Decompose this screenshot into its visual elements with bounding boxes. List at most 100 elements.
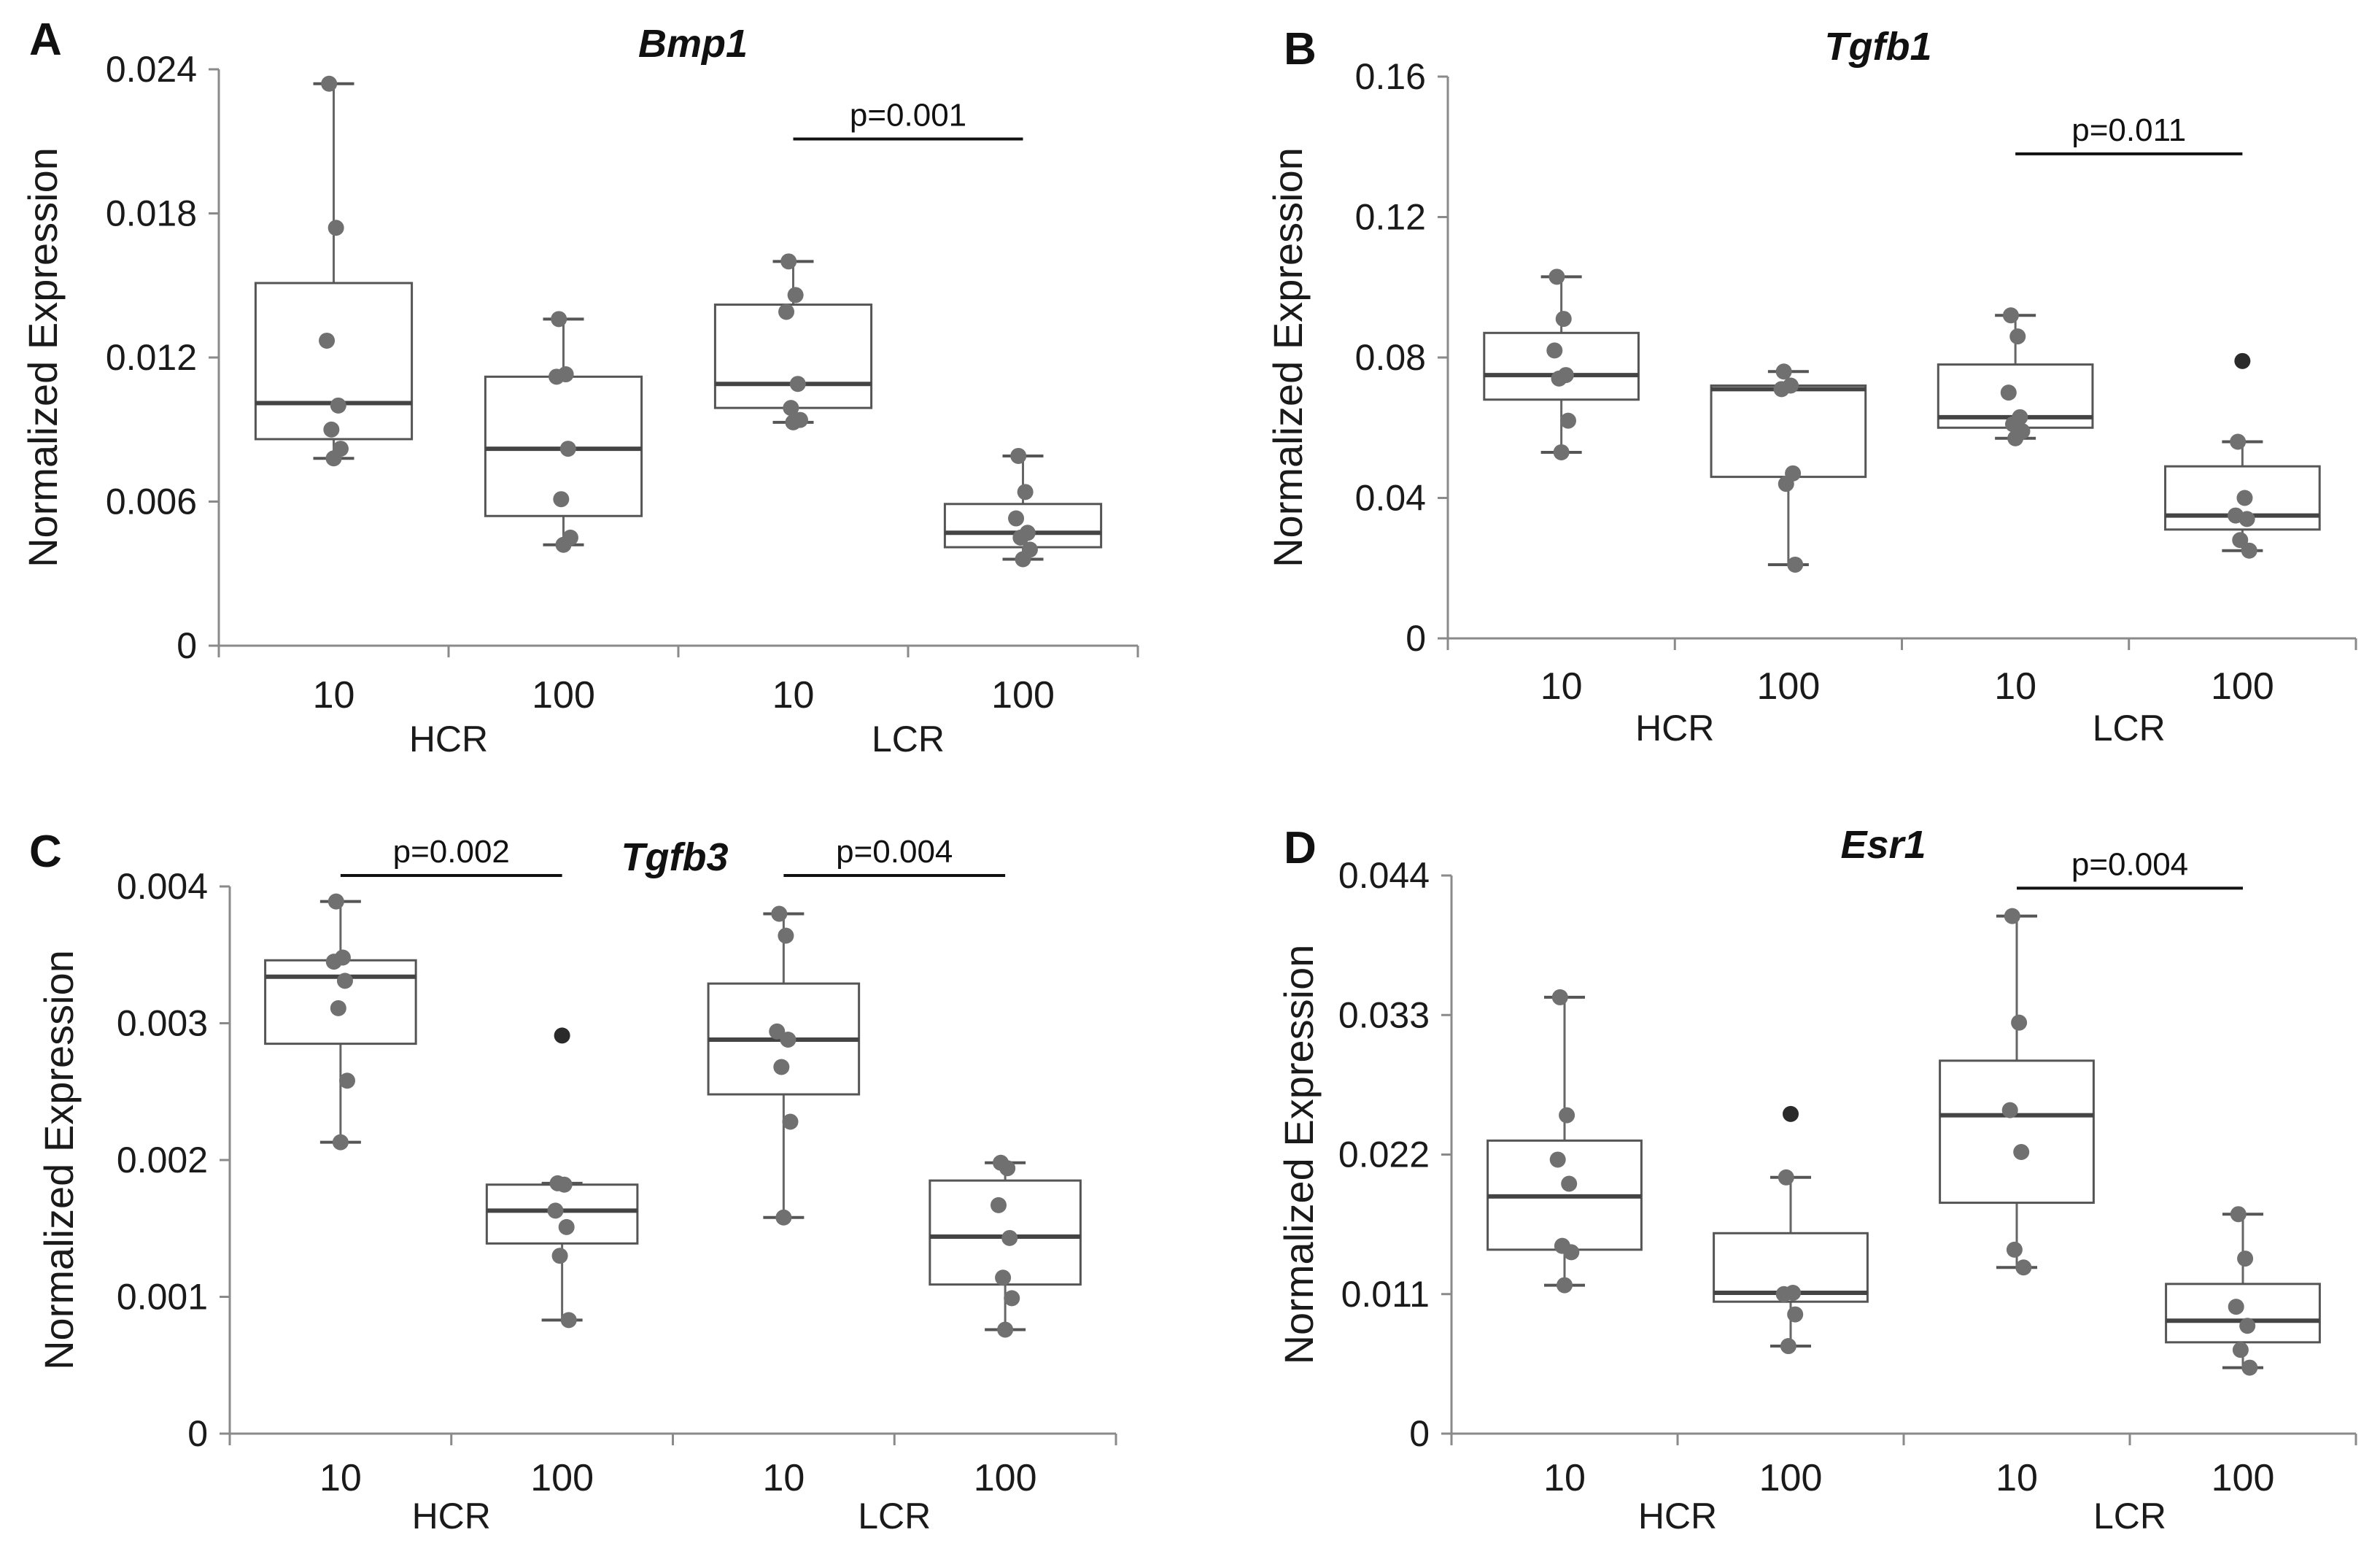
data-point [1546, 342, 1563, 359]
x-tick-label: 100 [1759, 1457, 1823, 1499]
y-tick-label: 0 [187, 1413, 208, 1454]
data-point [997, 1321, 1014, 1338]
box [1939, 1059, 2095, 1205]
data-point [1559, 1107, 1575, 1124]
x-tick-label: 10 [1996, 1457, 2038, 1499]
group-label: LCR [872, 719, 945, 759]
data-point [1787, 556, 1804, 573]
y-tick-label: 0 [1406, 618, 1426, 659]
data-point [2241, 1359, 2258, 1376]
x-tick-label: 100 [532, 674, 595, 716]
data-point [1010, 447, 1027, 464]
data-point [2232, 1342, 2249, 1358]
data-point [1787, 1306, 1804, 1323]
data-point [2009, 328, 2026, 345]
box-plot [1939, 908, 2095, 1276]
data-point [1551, 370, 1567, 387]
x-tick-label: 100 [2211, 665, 2274, 708]
data-point [338, 1072, 355, 1089]
data-point [327, 220, 344, 236]
p-value-label: p=0.004 [2071, 846, 2188, 882]
outlier-point [554, 1027, 570, 1044]
data-point [1548, 268, 1565, 285]
data-point [787, 287, 804, 304]
data-point [555, 536, 572, 553]
x-tick-label: 100 [974, 1457, 1037, 1499]
data-point [778, 927, 794, 944]
data-point [325, 954, 342, 970]
x-tick-label: 10 [313, 674, 355, 716]
y-tick-label: 0.12 [1355, 197, 1426, 238]
data-point [2006, 1241, 2023, 1258]
data-point [2230, 1206, 2247, 1223]
panel-c: C Tgfb3 Normalized Expression 0 0.001 0.002 0.… [29, 827, 1117, 1536]
chart-title: Tgfb1 [1825, 25, 1932, 69]
y-tick-label: 0.006 [106, 482, 197, 522]
x-tick-label: 10 [1540, 665, 1583, 708]
box-plot [929, 1154, 1082, 1338]
data-point [1778, 476, 1794, 492]
box-plot [1937, 307, 2094, 447]
data-point [1557, 1277, 1573, 1294]
y-tick-label: 0.004 [117, 866, 208, 907]
data-point [553, 491, 570, 508]
p-value-label: p=0.001 [850, 97, 966, 133]
data-point [2228, 1299, 2244, 1315]
y-tick-label: 0.003 [117, 1003, 208, 1044]
data-point [2236, 490, 2253, 506]
data-point [1563, 1244, 1580, 1261]
box-plot [2165, 1206, 2321, 1376]
data-point [1555, 311, 1572, 328]
data-point [785, 414, 802, 430]
data-point [558, 1218, 575, 1235]
y-axis-label: Normalized Expression [36, 950, 82, 1370]
data-point [773, 1059, 790, 1075]
data-point [780, 253, 797, 270]
chart-title: Tgfb3 [621, 835, 729, 879]
group-label: HCR [1638, 1496, 1717, 1536]
data-point [1008, 510, 1025, 527]
data-point [771, 905, 788, 922]
y-tick-label: 0.04 [1355, 478, 1426, 519]
box [1710, 384, 1867, 479]
chart-title: Bmp1 [638, 22, 748, 66]
data-point [2007, 430, 2024, 447]
panel-d: D Esr1 Normalized Expression 0 0.011 0.022 0.0… [1276, 823, 2357, 1536]
box-plot [1486, 989, 1643, 1294]
panel-b: B Tgfb1 Normalized Expression 0 0.04 0.08 0.12… [1265, 24, 2357, 749]
data-point [2004, 908, 2020, 924]
data-point [2238, 511, 2255, 527]
data-point [2000, 384, 2017, 401]
data-point [560, 1312, 577, 1329]
data-point [782, 1113, 799, 1130]
panel-letter: C [29, 827, 62, 877]
data-point [549, 368, 565, 385]
y-axis-label: Normalized Expression [1276, 945, 1322, 1365]
data-point [319, 332, 336, 349]
data-point [780, 1032, 796, 1048]
box-plot [485, 1027, 639, 1329]
x-tick-label: 10 [772, 674, 815, 716]
data-point [2002, 307, 2019, 324]
y-tick-label: 0.012 [106, 337, 197, 378]
box-plot [943, 447, 1103, 568]
data-point [2013, 1144, 2030, 1161]
data-point [991, 1197, 1007, 1213]
x-tick-label: 10 [1543, 1457, 1586, 1499]
group-label: LCR [858, 1496, 931, 1536]
box [713, 304, 873, 409]
data-point [1780, 1338, 1796, 1355]
data-point [1775, 1286, 1792, 1302]
data-point [778, 304, 795, 320]
x-tick-label: 100 [2212, 1457, 2275, 1499]
x-tick-label: 10 [1994, 665, 2036, 708]
group-label: LCR [2093, 708, 2166, 749]
outlier-point [2234, 352, 2251, 369]
data-point [1551, 989, 1568, 1005]
y-tick-label: 0.001 [117, 1277, 208, 1318]
box [254, 282, 414, 441]
panel-a: A Bmp1 Normalized Expression 0 0.006 0.012 0.0… [20, 15, 1139, 759]
data-point [1559, 412, 1576, 429]
y-tick-label: 0.018 [106, 193, 197, 234]
data-point [1001, 1229, 1018, 1246]
